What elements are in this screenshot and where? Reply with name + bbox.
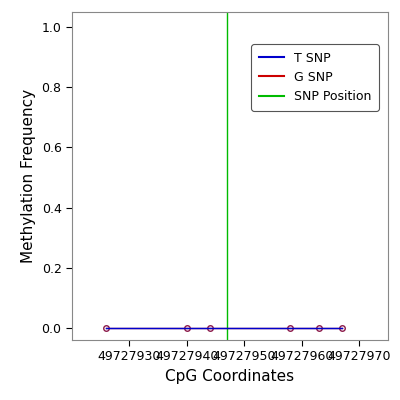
G SNP [288, 326, 293, 330]
G SNP [317, 326, 322, 330]
T SNP [340, 326, 344, 330]
G SNP [184, 326, 189, 330]
G SNP [208, 326, 212, 330]
T SNP [184, 326, 189, 330]
G SNP [104, 326, 109, 330]
Line: G SNP: G SNP [104, 325, 345, 331]
Y-axis label: Methylation Frequency: Methylation Frequency [21, 89, 36, 263]
T SNP [208, 326, 212, 330]
X-axis label: CpG Coordinates: CpG Coordinates [166, 369, 294, 384]
G SNP [340, 326, 344, 330]
T SNP [104, 326, 109, 330]
T SNP [317, 326, 322, 330]
Legend: T SNP, G SNP, SNP Position: T SNP, G SNP, SNP Position [251, 44, 378, 111]
T SNP [288, 326, 293, 330]
